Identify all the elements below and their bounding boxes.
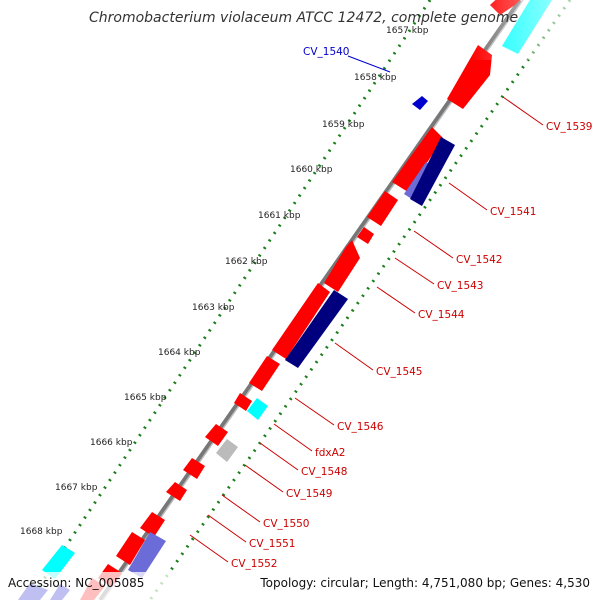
gene-label-cv1548: CV_1548	[301, 466, 348, 478]
gene-cv1545-rev	[285, 290, 348, 368]
gene-label-cv1539: CV_1539	[546, 121, 593, 133]
leader-cv1545	[334, 342, 374, 371]
gene-cv1546	[249, 356, 280, 391]
tick-label-1664: 1664 kbp	[158, 348, 201, 358]
tick-track-outer	[28, 0, 432, 600]
gene-label-cv1541: CV_1541	[490, 206, 537, 218]
gene-label-cv1550: CV_1550	[263, 518, 310, 530]
gene-cv1544	[324, 240, 360, 292]
leader-cv1541	[448, 182, 488, 211]
leader-cv1543	[394, 257, 435, 285]
gene-cv1541-rev-dark	[410, 137, 455, 206]
gene-label-cv1549: CV_1549	[286, 488, 333, 500]
footer-backdrop	[0, 572, 600, 600]
gene-cv1549	[183, 458, 205, 479]
leader-cv1552	[189, 534, 229, 563]
gene-label-cv1545: CV_1545	[376, 366, 423, 378]
gene-cv1552	[116, 532, 145, 565]
tick-label-1663: 1663 kbp	[192, 303, 235, 313]
leader-cv1549	[244, 464, 284, 493]
gene-cyan-fdxa2	[247, 398, 268, 420]
gene-label-cv1552: CV_1552	[231, 558, 278, 570]
gene-label-cv1546: CV_1546	[337, 421, 384, 433]
gene-label-cv1544: CV_1544	[418, 309, 465, 321]
leader-cv1546	[294, 397, 335, 426]
leader-cv1539	[502, 96, 544, 126]
gene-cv1548	[205, 424, 228, 446]
gene-cv1545-fwd	[272, 283, 330, 359]
leader-cv1550	[221, 494, 261, 523]
tick-label-1668: 1668 kbp	[20, 527, 63, 537]
fade-overlay	[470, 0, 600, 60]
tick-label-1657: 1657 kbp	[386, 26, 429, 36]
tick-label-1666: 1666 kbp	[90, 438, 133, 448]
gene-cv1550	[166, 482, 187, 501]
leader-cv1544	[376, 286, 416, 314]
accession-label: Accession: NC_005085	[8, 576, 144, 590]
tick-label-1660: 1660 kbp	[290, 165, 333, 175]
map-title: Chromobacterium violaceum ATCC 12472, co…	[89, 10, 518, 26]
tick-label-1661: 1661 kbp	[258, 211, 301, 221]
gene-cyan-bottom	[42, 545, 75, 579]
tick-label-1667: 1667 kbp	[55, 483, 98, 493]
gene-fdxa2	[234, 393, 252, 411]
gene-cv1542	[367, 191, 398, 226]
tick-label-1662: 1662 kbp	[225, 257, 268, 267]
topology-label: Topology: circular; Length: 4,751,080 bp…	[259, 576, 590, 590]
gene-cv1551	[140, 512, 165, 537]
gene-label-cv1551: CV_1551	[249, 538, 296, 550]
gene-label-fdxa2: fdxA2	[315, 447, 345, 459]
tick-label-1658: 1658 kbp	[354, 73, 397, 83]
leader-cv1548	[259, 442, 299, 471]
leader-cv1542	[413, 230, 454, 259]
tick-label-1665: 1665 kbp	[124, 393, 167, 403]
gene-label-cv1542: CV_1542	[456, 254, 503, 266]
gene-cv1539b	[447, 45, 492, 109]
gene-label-cv1543: CV_1543	[437, 280, 484, 292]
tick-label-1659: 1659 kbp	[322, 120, 365, 130]
tick-track-inner	[148, 0, 572, 600]
gene-label-cv1540: CV_1540	[303, 46, 350, 58]
leader-cv1540	[347, 55, 391, 73]
leader-cv1551	[207, 514, 247, 543]
leader-fdxa2	[273, 423, 313, 452]
gene-cv1540-marker	[412, 96, 428, 110]
gene-bottom-blue	[128, 532, 166, 578]
gene-cv1541-fwd	[392, 127, 443, 192]
gene-grey	[216, 439, 238, 462]
gene-cv1543	[357, 227, 374, 244]
